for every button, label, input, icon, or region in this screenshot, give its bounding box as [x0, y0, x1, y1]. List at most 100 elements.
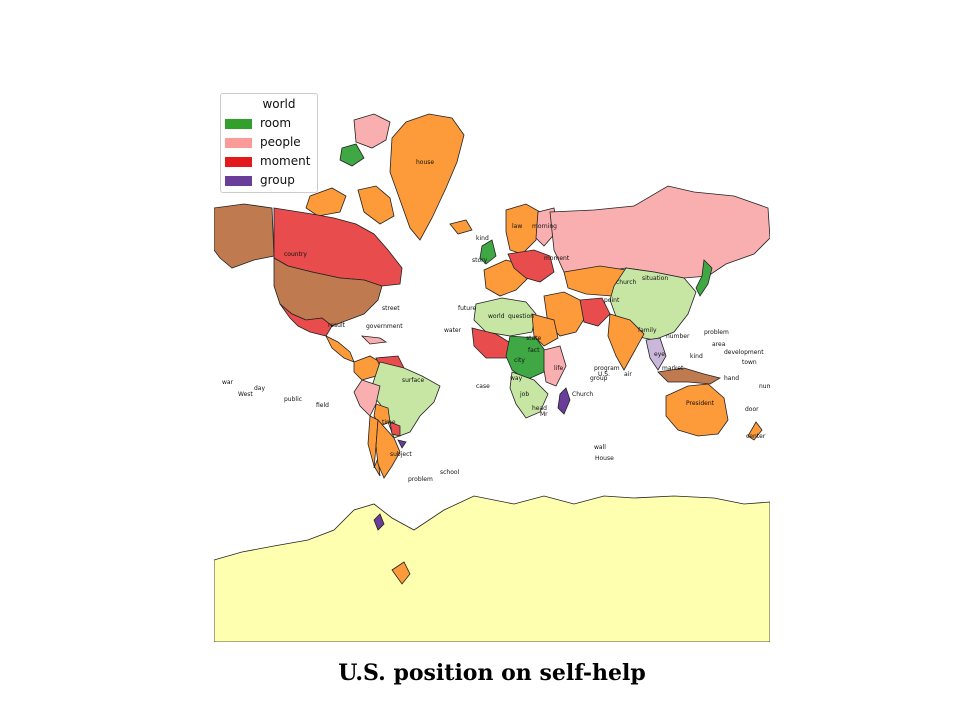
map-label: town [742, 359, 757, 366]
country-africa-nw [473, 297, 537, 337]
map-label: case [476, 383, 490, 390]
country-africa-ne [531, 313, 559, 347]
map-label: street [382, 305, 400, 312]
map-label: state [526, 335, 542, 342]
map-label: future [458, 305, 476, 312]
map-label: public [284, 396, 302, 403]
legend-swatch-group [225, 176, 252, 186]
country-nz [747, 421, 763, 441]
country-uruguay [397, 439, 407, 449]
country-japan [695, 259, 713, 297]
map-label: kind [476, 235, 489, 242]
map-label: hand [724, 375, 739, 382]
country-argentina [375, 419, 401, 479]
map-label: group [590, 375, 608, 382]
legend-swatch-people [225, 138, 252, 148]
map-label: church [616, 279, 637, 286]
map-label: President [686, 400, 715, 407]
country-scandinavia [505, 203, 541, 255]
map-label: Mr [540, 411, 548, 418]
map-label: morning [532, 223, 557, 230]
map-label: problem [704, 329, 729, 336]
map-label: center [746, 433, 766, 440]
map-label: result [328, 322, 346, 329]
map-label: war [222, 379, 234, 386]
legend-swatch-room [225, 119, 252, 129]
map-label: problem [408, 476, 433, 483]
map-label: area [712, 341, 726, 348]
map-label: program [594, 365, 620, 372]
country-madagascar [557, 387, 571, 415]
map-label: subject [390, 451, 412, 458]
map-label: school [440, 469, 460, 476]
country-canada-isl-2 [339, 143, 365, 167]
map-label: time [382, 419, 396, 426]
country-antarctic-pen [391, 561, 411, 585]
country-caribbean [360, 335, 388, 345]
country-africa-c [505, 335, 547, 381]
country-australia [665, 383, 729, 437]
country-mexico [279, 303, 333, 337]
country-se-asia [645, 337, 667, 371]
map-label: world [488, 313, 505, 320]
country-canada-isl-3 [305, 187, 347, 217]
map-label: question [508, 313, 534, 320]
country-canada-north-isl [353, 113, 391, 149]
map-label: eye [654, 351, 665, 358]
map-label: law [512, 223, 522, 230]
country-canada-isl-4 [357, 185, 395, 225]
map-label: U.S. [598, 371, 610, 378]
labels-layer: house country street result government surfac… [222, 159, 770, 483]
map-label: wall [594, 444, 606, 451]
country-paraguay [389, 421, 401, 437]
map-label: field [316, 402, 329, 409]
country-india [607, 313, 645, 371]
country-central-am [325, 335, 355, 363]
country-europe-c [507, 249, 555, 283]
map-label: head [532, 405, 547, 412]
legend-label-group: group [260, 173, 295, 187]
map-label: West [238, 391, 253, 398]
map-label: water [444, 327, 462, 334]
country-antarctic-isl [373, 513, 385, 531]
map-label: situation [642, 275, 668, 282]
country-iran [579, 297, 611, 327]
legend-label-people: people [260, 135, 301, 149]
map-label: government [366, 323, 403, 330]
map-label: air [624, 371, 632, 378]
map-label: way [510, 375, 523, 382]
country-iceland [449, 219, 473, 235]
legend-swatch-moment [225, 157, 252, 167]
country-russia [549, 185, 770, 279]
map-canvas: house country street result government surfac… [214, 113, 770, 642]
country-greenland [389, 113, 465, 241]
map-label: story [472, 257, 488, 264]
map-label: development [724, 349, 764, 356]
map-label: House [595, 455, 614, 462]
map-label: moment [544, 255, 570, 262]
legend-label-moment: moment [260, 154, 311, 168]
country-africa-e [543, 345, 567, 387]
map-label: fact [528, 347, 540, 354]
map-caption: U.S. position on self-help [338, 660, 646, 686]
map-label: market [662, 365, 684, 372]
map-label: life [554, 365, 563, 372]
countries-layer [214, 113, 770, 642]
map-label: country [284, 251, 307, 258]
map-label: kind [690, 353, 703, 360]
map-label: Church [572, 391, 593, 398]
country-uk [479, 239, 497, 265]
map-label: number [666, 333, 690, 340]
country-africa-s [509, 371, 549, 419]
map-label: point [604, 297, 620, 304]
country-indonesia [657, 367, 722, 385]
country-antarctica [214, 495, 770, 642]
country-africa-w [471, 327, 513, 359]
country-alaska [214, 203, 275, 269]
map-label: job [519, 391, 529, 398]
map-label: city [514, 357, 525, 364]
map-legend: world room people moment group [220, 93, 318, 193]
map-label: number [759, 383, 770, 390]
map-label: house [416, 159, 434, 166]
map-label: family [638, 327, 657, 334]
